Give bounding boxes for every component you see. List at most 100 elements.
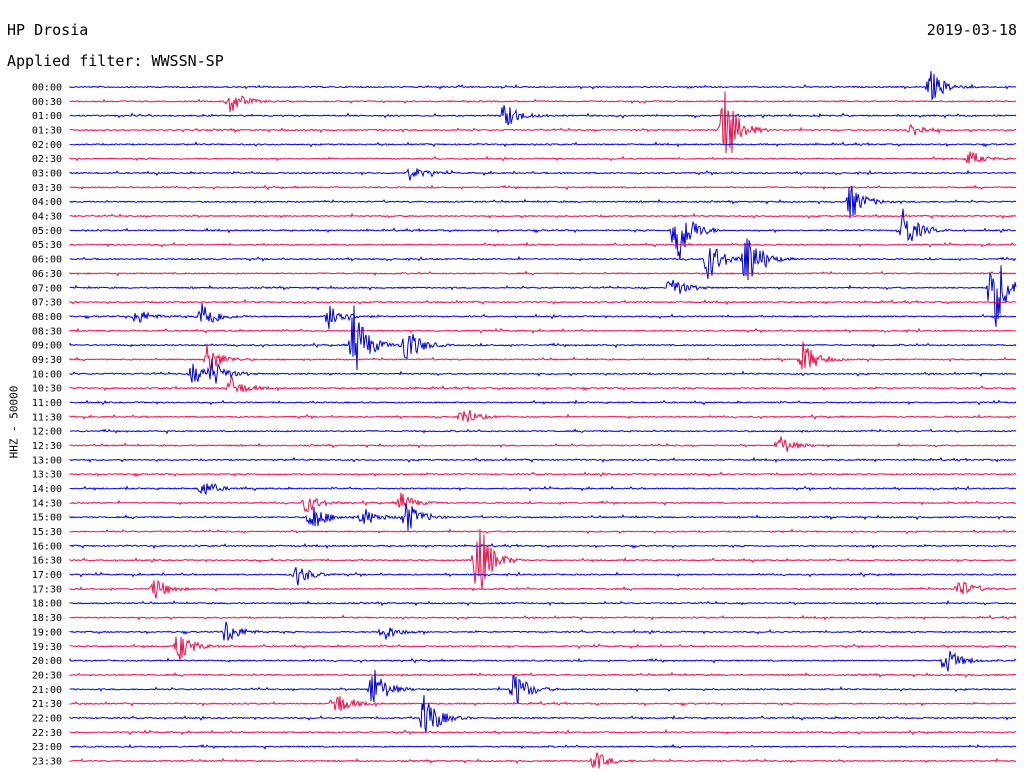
row-time-label: 21:30 xyxy=(32,699,62,710)
trace-row xyxy=(69,241,1016,248)
trace-row xyxy=(69,729,1016,736)
trace-row xyxy=(69,621,1017,641)
row-time-label: 17:30 xyxy=(32,584,62,595)
trace-row xyxy=(69,542,1017,550)
row-time-label: 07:00 xyxy=(32,283,62,294)
trace-row xyxy=(69,265,1017,327)
row-time-label: 19:30 xyxy=(32,642,62,653)
trace-row xyxy=(69,636,1017,661)
trace-row xyxy=(69,168,1017,181)
trace-row xyxy=(69,184,1017,191)
row-time-label: 05:30 xyxy=(32,240,62,251)
trace-row xyxy=(69,341,1017,371)
trace-row xyxy=(69,743,1017,750)
row-time-label: 11:00 xyxy=(32,398,62,409)
row-time-label: 16:00 xyxy=(32,541,62,552)
trace-row xyxy=(69,104,1017,126)
row-time-label: 19:00 xyxy=(32,627,62,638)
trace-row xyxy=(69,376,1017,394)
row-time-label: 14:30 xyxy=(32,498,62,509)
trace-row xyxy=(69,471,1017,478)
trace-row xyxy=(69,409,1017,423)
trace-row xyxy=(69,456,1017,464)
row-time-label: 15:30 xyxy=(32,527,62,538)
trace-row xyxy=(69,528,1017,535)
trace-row xyxy=(69,671,1017,678)
row-time-label: 22:30 xyxy=(32,728,62,739)
row-time-label: 12:30 xyxy=(32,441,62,452)
trace-row xyxy=(69,567,1017,586)
trace-row xyxy=(69,579,1017,599)
row-time-label: 10:30 xyxy=(32,384,62,395)
row-time-label: 15:00 xyxy=(32,513,62,524)
filter-label: Applied filter: WWSSN-SP xyxy=(7,52,224,70)
trace-row xyxy=(69,327,1017,334)
row-time-label: 10:00 xyxy=(32,369,62,380)
row-time-label: 08:00 xyxy=(32,312,62,323)
trace-row xyxy=(69,298,1017,306)
row-time-label: 14:00 xyxy=(32,484,62,495)
trace-row xyxy=(69,212,1017,220)
row-time-label: 12:00 xyxy=(32,427,62,438)
row-time-label: 17:00 xyxy=(32,570,62,581)
trace-row xyxy=(69,599,1017,607)
row-time-label: 04:00 xyxy=(32,197,62,208)
trace-row xyxy=(69,151,1017,164)
row-time-label: 02:00 xyxy=(32,140,62,151)
trace-row xyxy=(69,270,1017,277)
row-time-label: 07:30 xyxy=(32,298,62,309)
trace-row xyxy=(69,238,1017,281)
trace-row xyxy=(69,358,1017,384)
trace-row xyxy=(69,504,1017,531)
row-time-label: 18:30 xyxy=(32,613,62,624)
trace-row xyxy=(69,302,1017,329)
trace-row xyxy=(69,399,1017,406)
trace-row xyxy=(69,305,1017,370)
row-time-label: 00:30 xyxy=(32,97,62,108)
row-time-label: 22:00 xyxy=(32,713,62,724)
trace-row xyxy=(69,696,1017,712)
row-time-label: 21:00 xyxy=(32,685,62,696)
row-time-label: 06:00 xyxy=(32,255,62,266)
row-time-label: 09:00 xyxy=(32,341,62,352)
row-time-label: 03:30 xyxy=(32,183,62,194)
station-title: HP Drosia xyxy=(7,21,89,39)
row-time-label: 01:00 xyxy=(32,111,62,122)
row-time-label: 09:30 xyxy=(32,355,62,366)
row-time-label: 00:00 xyxy=(32,83,62,94)
date-label: 2019-03-18 xyxy=(926,21,1017,39)
trace-row xyxy=(69,71,1017,102)
trace-row xyxy=(69,669,1017,704)
trace-row xyxy=(69,482,1017,496)
row-time-label: 04:30 xyxy=(32,212,62,223)
trace-row xyxy=(69,436,1016,452)
row-time-label: 16:30 xyxy=(32,556,62,567)
row-time-label: 01:30 xyxy=(32,126,62,137)
trace-row xyxy=(69,91,1017,154)
trace-row xyxy=(69,614,1017,621)
trace-row xyxy=(69,186,1017,219)
row-time-label: 13:30 xyxy=(32,470,62,481)
trace-row xyxy=(69,141,1017,148)
row-time-label: 03:00 xyxy=(32,169,62,180)
trace-row xyxy=(69,752,1017,769)
row-time-label: 11:30 xyxy=(32,412,62,423)
trace-row xyxy=(69,695,1017,733)
row-time-label: 05:00 xyxy=(32,226,62,237)
trace-row xyxy=(69,95,1017,113)
row-time-label: 08:30 xyxy=(32,326,62,337)
trace-row xyxy=(69,208,1017,260)
row-time-label: 18:00 xyxy=(32,599,62,610)
row-time-label: 23:30 xyxy=(32,756,62,767)
trace-row xyxy=(69,528,1017,590)
row-time-label: 06:30 xyxy=(32,269,62,280)
trace-row xyxy=(69,492,1017,513)
row-time-label: 13:00 xyxy=(32,455,62,466)
row-time-label: 20:30 xyxy=(32,670,62,681)
trace-row xyxy=(69,650,1017,672)
row-time-label: 23:00 xyxy=(32,742,62,753)
trace-row xyxy=(69,428,1017,435)
row-time-label: 02:30 xyxy=(32,154,62,165)
row-time-label: 20:00 xyxy=(32,656,62,667)
